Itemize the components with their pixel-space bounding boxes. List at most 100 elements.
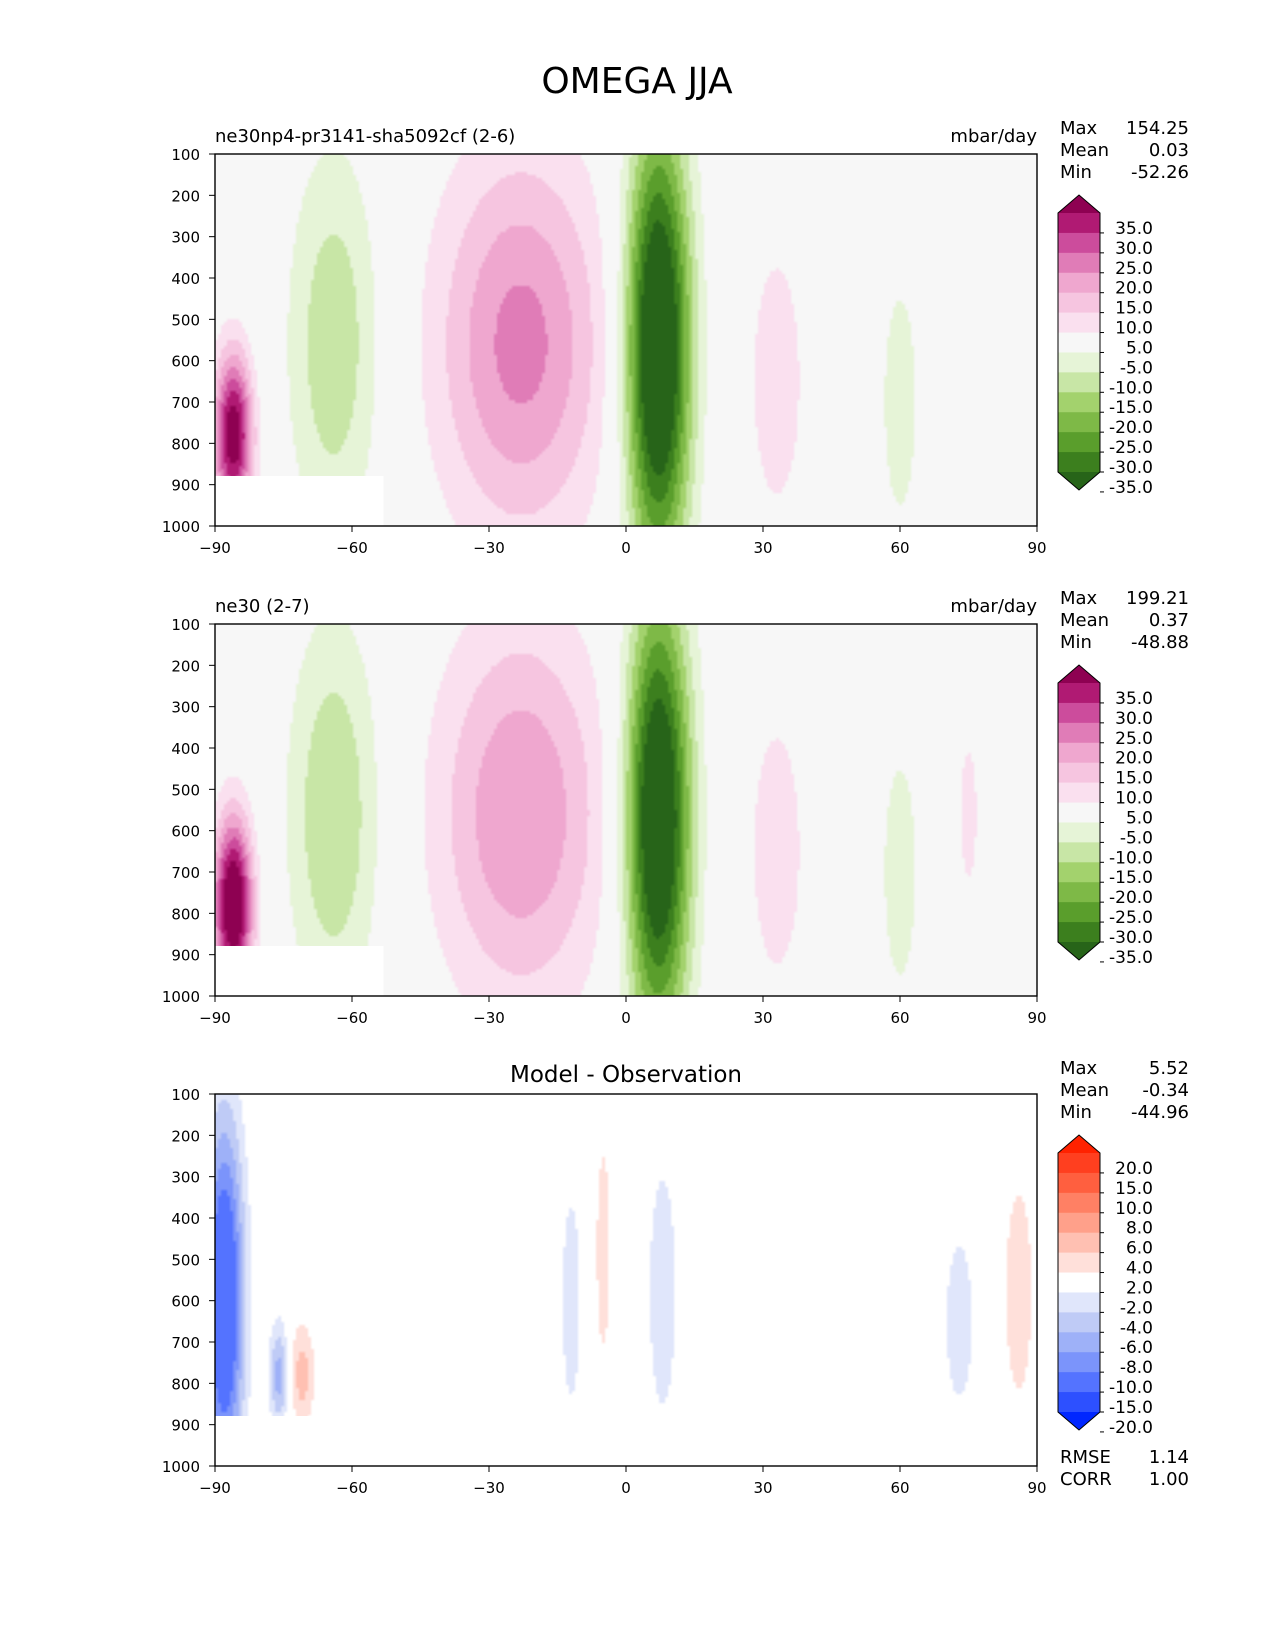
stat-value: -44.96 <box>1131 1102 1189 1123</box>
colorbar-label: -35.0 <box>1109 478 1153 498</box>
y-tick-label: 100 <box>171 616 200 634</box>
topography-mask <box>215 476 384 526</box>
colorbar-label: 20.0 <box>1115 1159 1153 1179</box>
colorbar-label: 2.0 <box>1126 1278 1153 1298</box>
figure-title: OMEGA JJA <box>541 61 733 102</box>
colorbar-label: -8.0 <box>1120 1358 1153 1378</box>
stat-value: 0.37 <box>1149 610 1189 631</box>
colorbar: 35.030.025.020.015.010.05.0-5.0-10.0-15.… <box>1057 664 1153 968</box>
contour-field <box>215 1094 1037 1466</box>
colorbar-label: -6.0 <box>1120 1338 1153 1358</box>
colorbar-swatch <box>1058 802 1100 824</box>
x-tick-label: −30 <box>473 1009 505 1027</box>
topography-mask <box>215 946 384 996</box>
stat-label: CORR <box>1060 1469 1112 1490</box>
x-tick-label: 30 <box>753 1479 772 1497</box>
colorbar-swatch <box>1058 452 1100 473</box>
stat-value: 0.03 <box>1149 140 1189 161</box>
colorbar-swatch <box>1058 432 1100 453</box>
colorbar-label: 6.0 <box>1126 1239 1153 1259</box>
y-tick-label: 200 <box>171 657 200 675</box>
colorbar-label: -10.0 <box>1109 1378 1153 1398</box>
colorbar-label: 10.0 <box>1115 789 1153 809</box>
colorbar-label: -2.0 <box>1120 1298 1153 1318</box>
y-tick-label: 100 <box>171 146 200 164</box>
topography-mask <box>215 1416 384 1466</box>
colorbar-label: -15.0 <box>1109 868 1153 888</box>
colorbar-swatch <box>1058 1252 1100 1274</box>
stat-label: Max <box>1060 588 1098 609</box>
x-tick-label: −60 <box>336 539 368 557</box>
contour-field <box>215 624 1037 996</box>
stat-value: 1.00 <box>1149 1469 1189 1490</box>
y-tick-label: 800 <box>171 905 200 923</box>
panel-title: Model - Observation <box>510 1062 742 1088</box>
stat-value: -0.34 <box>1142 1080 1189 1101</box>
colorbar: 20.015.010.08.06.04.02.0-2.0-4.0-6.0-8.0… <box>1057 1134 1153 1438</box>
colorbar-swatch <box>1058 822 1100 843</box>
colorbar-extend-min <box>1058 942 1100 960</box>
colorbar-swatch <box>1058 412 1100 433</box>
x-tick-label: 60 <box>890 1009 909 1027</box>
colorbar-label: -25.0 <box>1109 438 1153 458</box>
y-tick-label: 700 <box>171 1334 200 1352</box>
colorbar-swatch <box>1058 762 1100 784</box>
colorbar-label: -25.0 <box>1109 908 1153 928</box>
contour-field <box>215 154 1037 526</box>
colorbar-swatch <box>1058 1332 1100 1353</box>
colorbar-swatch <box>1058 292 1100 314</box>
x-tick-label: 90 <box>1027 1479 1046 1497</box>
y-tick-label: 300 <box>171 699 200 717</box>
colorbar-label: -4.0 <box>1120 1318 1153 1338</box>
y-tick-label: 600 <box>171 823 200 841</box>
colorbar-label: 4.0 <box>1126 1259 1153 1279</box>
colorbar-extend-min <box>1058 1412 1100 1430</box>
y-tick-label: 400 <box>171 1210 200 1228</box>
colorbar-label: 30.0 <box>1115 709 1153 729</box>
y-tick-label: 900 <box>171 477 200 495</box>
stat-value: 199.21 <box>1126 588 1189 609</box>
x-tick-label: −90 <box>199 1479 231 1497</box>
colorbar-swatch <box>1058 1272 1100 1294</box>
colorbar-label: -10.0 <box>1109 848 1153 868</box>
y-tick-label: 200 <box>171 1127 200 1145</box>
colorbar-swatch <box>1058 372 1100 393</box>
stat-label: Max <box>1060 118 1098 139</box>
colorbar-swatch <box>1058 1312 1100 1333</box>
y-tick-label: 200 <box>171 187 200 205</box>
colorbar-swatch <box>1058 332 1100 354</box>
y-tick-label: 600 <box>171 1293 200 1311</box>
stat-label: Max <box>1060 1058 1098 1079</box>
x-tick-label: −30 <box>473 1479 505 1497</box>
colorbar-label: 35.0 <box>1115 689 1153 709</box>
colorbar-swatch <box>1058 1352 1100 1373</box>
stat-label: Mean <box>1060 140 1109 161</box>
x-tick-label: 30 <box>753 539 772 557</box>
colorbar-swatch <box>1058 1192 1100 1214</box>
colorbar-extend-max <box>1058 195 1100 213</box>
colorbar-label: 5.0 <box>1126 808 1153 828</box>
colorbar-label: 30.0 <box>1115 239 1153 259</box>
stat-label: Mean <box>1060 1080 1109 1101</box>
colorbar-swatch <box>1058 1172 1100 1194</box>
colorbar-label: 35.0 <box>1115 219 1153 239</box>
y-tick-label: 700 <box>171 394 200 412</box>
x-tick-label: −90 <box>199 539 231 557</box>
y-tick-label: 400 <box>171 740 200 758</box>
colorbar-label: -20.0 <box>1109 418 1153 438</box>
x-tick-label: −90 <box>199 1009 231 1027</box>
colorbar-swatch <box>1058 1232 1100 1254</box>
colorbar-label: -30.0 <box>1109 928 1153 948</box>
colorbar-swatch <box>1058 213 1100 234</box>
stat-label: Min <box>1060 162 1092 183</box>
y-tick-label: 600 <box>171 353 200 371</box>
y-tick-label: 1000 <box>162 518 200 536</box>
colorbar-label: -10.0 <box>1109 378 1153 398</box>
x-tick-label: 60 <box>890 1479 909 1497</box>
x-tick-label: −30 <box>473 539 505 557</box>
colorbar-label: 10.0 <box>1115 1199 1153 1219</box>
y-tick-label: 500 <box>171 311 200 329</box>
x-tick-label: 60 <box>890 539 909 557</box>
